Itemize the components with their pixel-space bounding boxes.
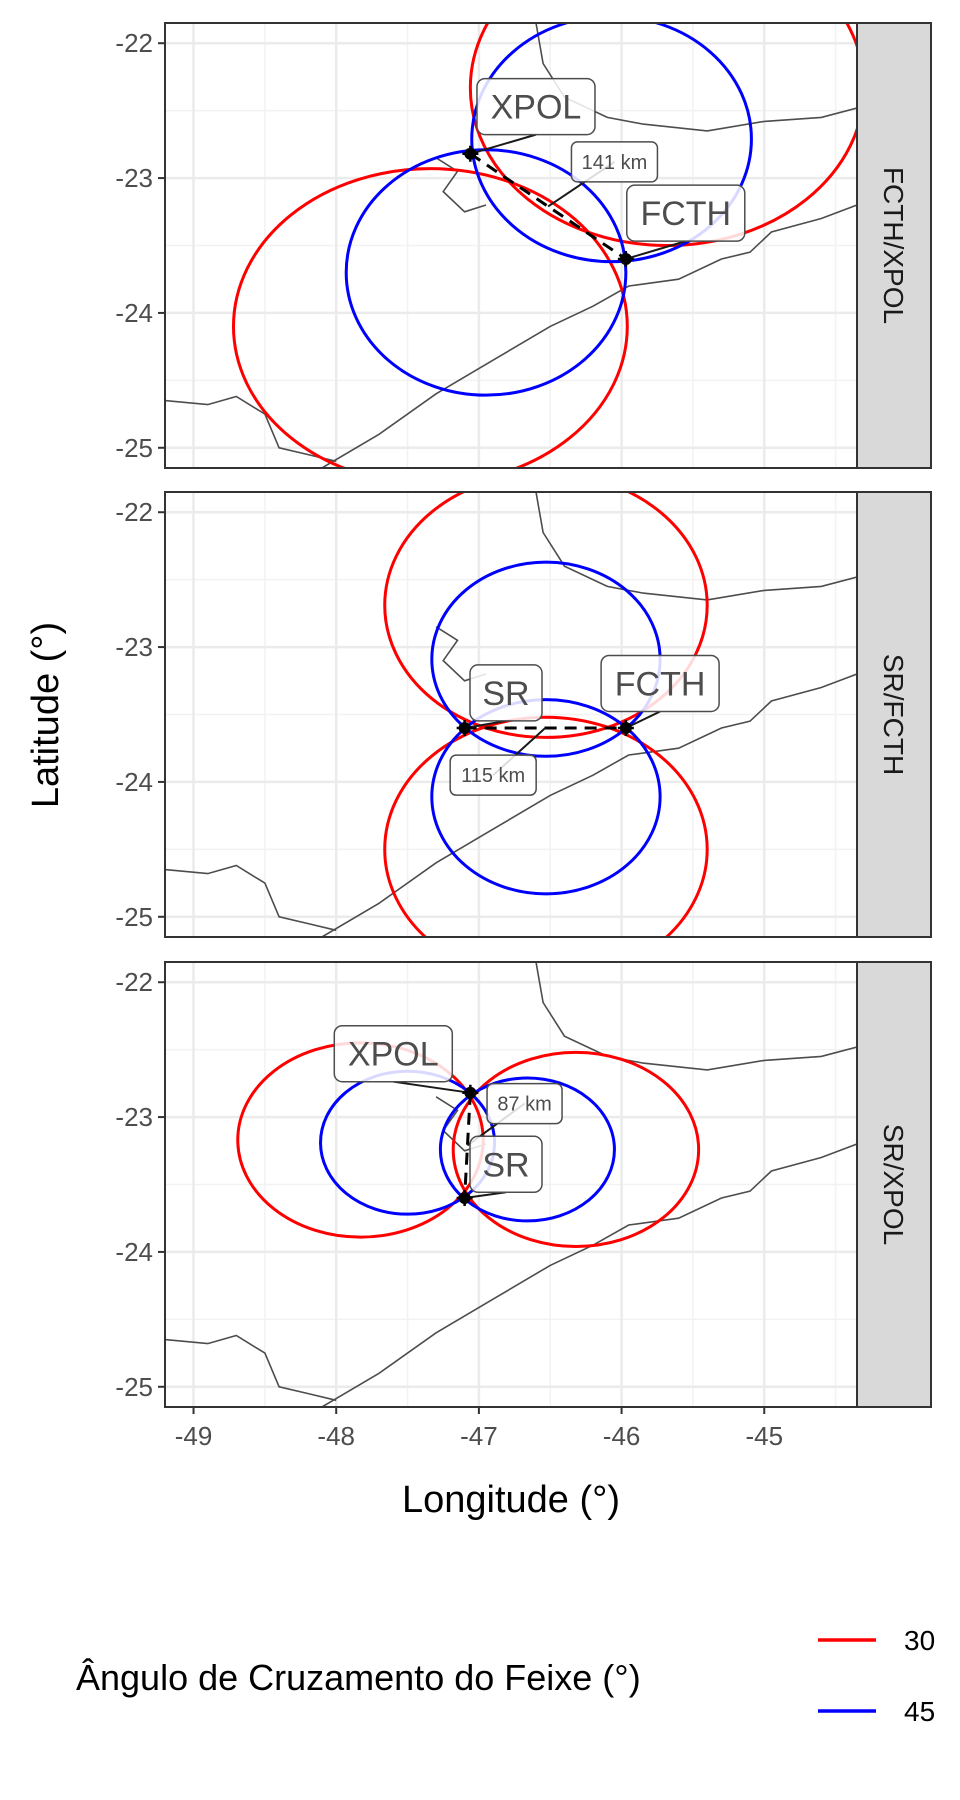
facet-strip: [856, 961, 932, 1408]
station-marker: [456, 719, 473, 736]
station-label-box: [333, 1024, 454, 1083]
station-label-box: [626, 184, 746, 242]
legend-label-45: 45: [904, 1696, 935, 1727]
station-marker: [456, 1189, 473, 1206]
coastline: [321, 1143, 857, 1407]
x-axis: -49 -48 -47 -46 -45: [175, 1407, 783, 1451]
station-label: SR: [482, 1146, 529, 1184]
y-tick-label: -24: [115, 298, 153, 328]
station-marker: [617, 250, 634, 267]
distance-label-box: [449, 754, 537, 796]
beam-circle-30: [232, 167, 629, 468]
station-label: FCTH: [640, 195, 731, 233]
y-tick-label: -23: [115, 1102, 153, 1132]
y-tick-label: -24: [115, 767, 153, 797]
station-leader: [625, 710, 661, 729]
station-label: FCTH: [615, 665, 706, 703]
beam-circle-30: [468, 23, 857, 247]
coastline: [435, 157, 487, 213]
station-marker: [462, 145, 479, 162]
station-label-box: [600, 654, 720, 713]
coastline: [321, 673, 857, 937]
distance-label: 115 km: [461, 765, 525, 787]
x-tick-label: -46: [603, 1421, 641, 1451]
legend-title: Ângulo de Cruzamento do Feixe (°): [76, 1657, 641, 1698]
distance-label-box: [570, 141, 659, 183]
station-label: XPOL: [348, 1036, 439, 1074]
station-leader: [625, 240, 687, 260]
x-axis-title: Longitude (°): [402, 1479, 620, 1521]
facet-strip: [856, 491, 932, 938]
station-label: XPOL: [491, 89, 582, 127]
facet-strip-label: SR/FCTH: [878, 654, 909, 775]
coastline: [321, 204, 857, 468]
station-label-box: [469, 664, 543, 722]
y-tick-label: -25: [115, 1372, 153, 1402]
y-tick-label: -24: [115, 1237, 153, 1267]
y-tick-label: -25: [115, 433, 153, 463]
x-tick-label: -48: [317, 1421, 355, 1451]
beam-circle-45: [470, 23, 753, 264]
x-tick-label: -47: [460, 1421, 498, 1451]
beam-circle-45: [438, 1076, 616, 1223]
coastline: [535, 23, 857, 132]
y-tick-label: -22: [115, 497, 153, 527]
y-axis-title: Latitude (°): [25, 622, 67, 808]
baseline-line: [463, 1092, 472, 1199]
baseline-line: [469, 152, 627, 261]
distance-label: 87 km: [497, 1094, 551, 1116]
beam-circle-30: [383, 715, 709, 937]
distance-label-box: [486, 1082, 563, 1125]
beam-circle-30: [451, 1050, 701, 1249]
station-marker: [462, 1084, 479, 1101]
facet-strip: [856, 22, 932, 469]
distance-label: 141 km: [582, 152, 648, 174]
facet-panel: 115 km SR FCTH SR/FCTH -22 -23 -24 -25: [115, 491, 932, 938]
panel-plot-area: 87 km XPOL SR: [165, 962, 857, 1407]
y-tick-label: -22: [115, 28, 153, 58]
station-leader: [393, 1080, 471, 1094]
facet-strip-label: FCTH/XPOL: [878, 167, 909, 324]
coastline: [535, 492, 857, 601]
beam-circle-45: [430, 698, 662, 896]
y-tick-label: -23: [115, 632, 153, 662]
station-label-box: [476, 77, 596, 136]
y-tick-label: -22: [115, 967, 153, 997]
station-label: SR: [482, 675, 529, 713]
panel-plot-area: 115 km SR FCTH: [165, 492, 857, 937]
legend-label-30: 30: [904, 1625, 935, 1656]
facet-strip-label: SR/XPOL: [878, 1124, 909, 1245]
station-leader: [470, 133, 537, 155]
y-tick-label: -25: [115, 902, 153, 932]
x-tick-label: -45: [745, 1421, 783, 1451]
coastline: [535, 962, 857, 1071]
facet-panel: 141 km XPOL FCTH FCTH/XPOL -22 -23 -24 -25: [115, 22, 932, 469]
station-label-box: [469, 1135, 543, 1194]
facet-panel: 87 km XPOL SR SR/XPOL -22 -23 -24 -25: [115, 961, 932, 1408]
panel-plot-area: 141 km XPOL FCTH: [165, 23, 857, 468]
x-tick-label: -49: [175, 1421, 213, 1451]
coastline: [165, 1334, 337, 1402]
beam-circle-30: [383, 492, 709, 739]
station-marker: [617, 719, 634, 736]
y-tick-label: -23: [115, 163, 153, 193]
legend: Ângulo de Cruzamento do Feixe (°) 30 45: [76, 1625, 935, 1727]
coastline: [165, 864, 337, 932]
